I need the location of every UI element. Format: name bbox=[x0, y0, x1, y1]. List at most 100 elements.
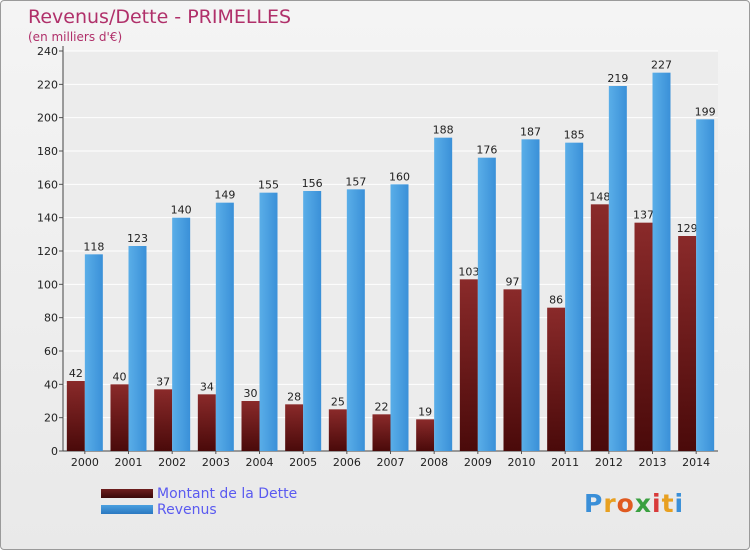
x-tick-label: 2009 bbox=[464, 456, 492, 469]
data-label-dette: 148 bbox=[589, 190, 610, 203]
data-label-dette: 86 bbox=[549, 294, 563, 307]
proxiti-logo: Proxiti bbox=[584, 489, 684, 518]
bar-revenus bbox=[128, 246, 147, 451]
data-label-dette: 30 bbox=[244, 387, 258, 400]
data-label-dette: 22 bbox=[375, 400, 389, 413]
bar-revenus bbox=[608, 86, 627, 451]
bar-revenus bbox=[215, 202, 234, 451]
x-tick-label: 2003 bbox=[202, 456, 230, 469]
data-label-revenus: 140 bbox=[171, 204, 192, 217]
data-label-dette: 37 bbox=[156, 375, 170, 388]
data-label-revenus: 185 bbox=[564, 129, 585, 142]
data-label-revenus: 176 bbox=[476, 144, 497, 157]
x-tick-label: 2001 bbox=[115, 456, 143, 469]
logo-letter: o bbox=[616, 489, 635, 518]
bar-revenus bbox=[259, 192, 278, 451]
bar-revenus bbox=[565, 142, 584, 451]
bar-dette bbox=[241, 401, 260, 451]
x-tick-label: 2007 bbox=[377, 456, 405, 469]
y-tick-label: 240 bbox=[37, 45, 58, 58]
y-tick-label: 20 bbox=[44, 412, 58, 425]
data-label-revenus: 219 bbox=[607, 72, 628, 85]
data-label-revenus: 199 bbox=[695, 105, 716, 118]
data-label-revenus: 149 bbox=[214, 189, 235, 202]
data-label-dette: 19 bbox=[418, 405, 432, 418]
bar-dette bbox=[678, 236, 697, 451]
y-tick-label: 220 bbox=[37, 78, 58, 91]
logo-letter: x bbox=[634, 489, 652, 518]
data-label-revenus: 155 bbox=[258, 179, 279, 192]
data-label-revenus: 118 bbox=[83, 240, 104, 253]
bar-dette bbox=[66, 381, 85, 451]
bar-revenus bbox=[521, 139, 540, 452]
y-tick-label: 60 bbox=[44, 345, 58, 358]
data-label-dette: 34 bbox=[200, 380, 214, 393]
logo-letter: i bbox=[652, 489, 662, 518]
data-label-revenus: 157 bbox=[345, 175, 366, 188]
y-tick-label: 80 bbox=[44, 312, 58, 325]
x-tick-label: 2011 bbox=[551, 456, 579, 469]
bar-dette bbox=[547, 307, 566, 451]
data-label-dette: 137 bbox=[633, 209, 654, 222]
y-tick-label: 180 bbox=[37, 145, 58, 158]
bar-revenus bbox=[652, 72, 671, 452]
bar-dette bbox=[110, 384, 129, 451]
bar-revenus bbox=[84, 254, 103, 451]
y-tick-label: 100 bbox=[37, 278, 58, 291]
data-label-dette: 129 bbox=[677, 222, 698, 235]
logo-letter: i bbox=[674, 489, 685, 518]
legend-swatch-dette bbox=[101, 489, 153, 498]
x-tick-label: 2006 bbox=[333, 456, 361, 469]
data-label-dette: 28 bbox=[287, 390, 301, 403]
bar-dette bbox=[459, 279, 478, 451]
bar-revenus bbox=[172, 217, 191, 451]
data-label-revenus: 160 bbox=[389, 170, 410, 183]
x-tick-label: 2014 bbox=[682, 456, 710, 469]
bar-revenus bbox=[303, 191, 322, 451]
legend-label-revenus: Revenus bbox=[157, 502, 217, 518]
bar-dette bbox=[372, 414, 391, 451]
y-tick-label: 0 bbox=[51, 445, 58, 458]
data-label-revenus: 188 bbox=[433, 124, 454, 137]
bar-revenus bbox=[346, 189, 365, 452]
y-tick-label: 200 bbox=[37, 112, 58, 125]
chart-title: Revenus/Dette - PRIMELLES bbox=[28, 6, 292, 28]
x-tick-label: 2002 bbox=[158, 456, 186, 469]
bar-dette bbox=[416, 419, 435, 451]
bar-dette bbox=[503, 289, 522, 451]
data-label-revenus: 156 bbox=[302, 177, 323, 190]
x-tick-label: 2005 bbox=[289, 456, 317, 469]
data-label-revenus: 227 bbox=[651, 59, 672, 72]
legend-swatch-revenus bbox=[101, 505, 153, 514]
data-label-revenus: 123 bbox=[127, 232, 148, 245]
bar-dette bbox=[634, 222, 653, 451]
bar-dette bbox=[328, 409, 347, 451]
x-tick-label: 2000 bbox=[71, 456, 99, 469]
logo-letter: r bbox=[603, 489, 617, 518]
data-label-dette: 103 bbox=[458, 265, 479, 278]
data-label-dette: 25 bbox=[331, 395, 345, 408]
bar-dette bbox=[197, 394, 216, 451]
data-label-dette: 40 bbox=[113, 370, 127, 383]
logo-letter: P bbox=[584, 489, 604, 518]
bar-dette bbox=[285, 404, 304, 451]
y-tick-label: 140 bbox=[37, 212, 58, 225]
x-tick-label: 2004 bbox=[246, 456, 274, 469]
bar-dette bbox=[154, 389, 173, 451]
bar-revenus bbox=[434, 137, 453, 451]
x-tick-label: 2008 bbox=[420, 456, 448, 469]
y-tick-label: 120 bbox=[37, 245, 58, 258]
y-tick-label: 40 bbox=[44, 378, 58, 391]
x-tick-label: 2012 bbox=[595, 456, 623, 469]
x-tick-label: 2010 bbox=[508, 456, 536, 469]
logo-letter: t bbox=[661, 489, 675, 518]
chart-subtitle: (en milliers d'€) bbox=[28, 30, 123, 44]
bar-revenus bbox=[390, 184, 409, 452]
x-tick-label: 2013 bbox=[639, 456, 667, 469]
data-label-revenus: 187 bbox=[520, 125, 541, 138]
legend-label-dette: Montant de la Dette bbox=[157, 486, 298, 502]
data-label-dette: 97 bbox=[506, 275, 520, 288]
data-label-dette: 42 bbox=[69, 367, 83, 380]
